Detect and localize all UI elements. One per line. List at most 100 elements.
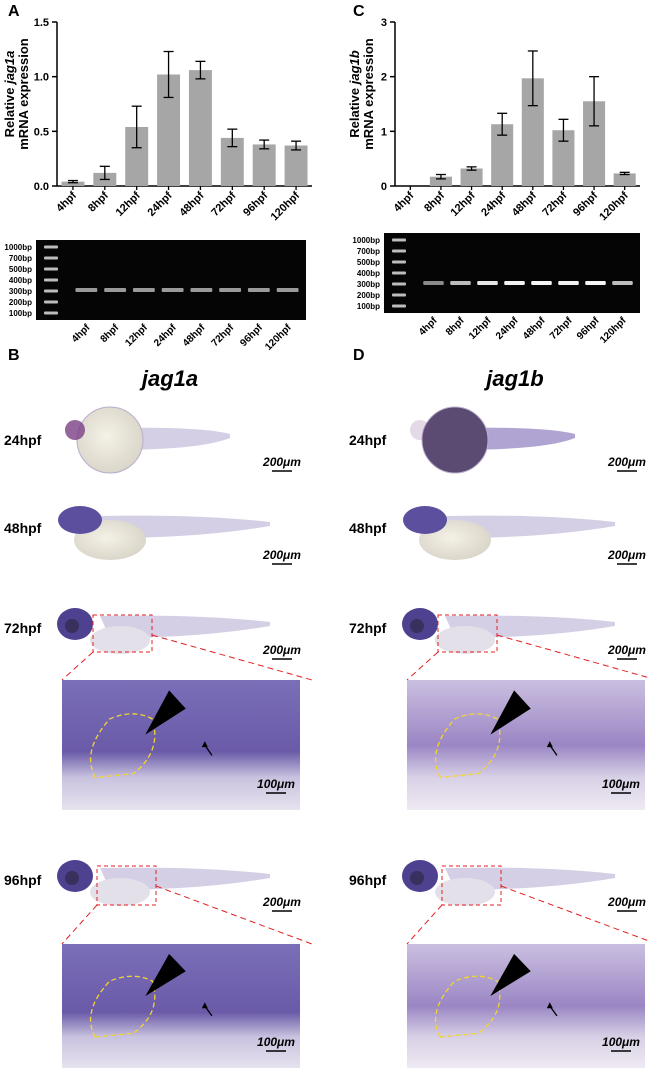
stage-label: 72hpf (349, 620, 387, 636)
embryo-image (402, 608, 615, 654)
x-tick-label: 4hpf (54, 189, 79, 214)
scale-bar-label: 200μm (262, 895, 301, 909)
y-axis-label-prefix: Relative (347, 88, 362, 138)
ladder-label: 100bp (9, 309, 32, 318)
gel-band (132, 288, 155, 292)
ladder-band (44, 300, 58, 304)
x-tick-label: 72hpf (209, 189, 238, 218)
gel-band (585, 281, 606, 285)
scale-bar-label: 100μm (257, 1035, 295, 1049)
arrow-tip (201, 741, 208, 748)
y-axis-label: Relative jag1a (2, 51, 17, 138)
lane-label: 48hpf (521, 315, 548, 342)
arrowhead (490, 690, 531, 735)
lane-label: 12hpf (467, 315, 494, 342)
x-tick-label: 72hpf (540, 189, 569, 218)
embryo-yolk (435, 878, 495, 906)
inset-guide (406, 651, 439, 681)
gel-band (558, 281, 579, 285)
arrow-tip (546, 741, 553, 748)
gel (36, 240, 306, 320)
gel-band (219, 288, 242, 292)
ladder-label: 700bp (357, 247, 380, 256)
lane-label: 24hpf (152, 322, 179, 349)
ladder-label: 200bp (357, 291, 380, 300)
scale-bar-label: 200μm (262, 455, 301, 469)
embryo-eye (410, 619, 424, 633)
inset-guide (406, 904, 443, 945)
ladder-band (392, 238, 406, 242)
embryo-head (410, 420, 430, 440)
gel-band (450, 281, 471, 285)
ladder-band (44, 311, 58, 315)
inset-box (96, 865, 157, 906)
arrowhead (145, 690, 186, 735)
inset-guide (155, 885, 313, 945)
bar (220, 137, 244, 186)
scale-bar-label: 200μm (607, 895, 646, 909)
panel-label: D (353, 347, 365, 364)
embryo-yolk (435, 626, 495, 654)
x-tick-label: 24hpf (479, 189, 508, 218)
lane-label: 24hpf (494, 315, 521, 342)
bar (552, 130, 575, 186)
lane-label: 48hpf (181, 322, 208, 349)
zoom-image (407, 680, 645, 810)
bar (157, 74, 181, 186)
scale-bar-label: 200μm (262, 643, 301, 657)
scale-bar-label: 100μm (602, 1035, 640, 1049)
embryo-image (410, 406, 575, 474)
embryo-image (57, 860, 270, 906)
gel-band (75, 288, 98, 292)
y-tick-label: 0 (381, 181, 387, 193)
ladder-label: 200bp (9, 298, 32, 307)
bar (125, 126, 149, 186)
embryo-image (57, 608, 270, 654)
ladder-label: 300bp (357, 280, 380, 289)
ladder-band (392, 260, 406, 264)
stage-label: 48hpf (349, 520, 387, 536)
scale-bar-label: 200μm (262, 548, 301, 562)
gene-name: jag1a (2, 51, 17, 86)
gel-band (612, 281, 633, 285)
y-axis-label: mRNA expression (16, 38, 31, 150)
ladder-band (392, 304, 406, 308)
zoom-image (62, 680, 300, 810)
embryo-head (65, 420, 85, 440)
ladder-label: 700bp (9, 254, 32, 263)
embryo-yolk (90, 878, 150, 906)
arrow-tip (201, 1002, 208, 1009)
ladder-label: 500bp (357, 258, 380, 267)
inset-box (437, 614, 498, 653)
inset-box (92, 614, 153, 653)
panel-label: C (353, 3, 365, 20)
bar (583, 101, 606, 186)
ladder-label: 1000bp (4, 243, 32, 252)
y-tick-label: 3 (381, 17, 387, 29)
embryo-eye (65, 619, 79, 633)
x-tick-label: 8hpf (422, 189, 447, 214)
inset-guide (61, 904, 98, 945)
lane-label: 4hpf (70, 322, 93, 345)
y-tick-label: 0.5 (34, 126, 49, 138)
stage-label: 72hpf (4, 620, 42, 636)
gel-band (104, 288, 127, 292)
gel-band (247, 288, 270, 292)
embryo-head (403, 506, 447, 534)
x-tick-label: 120hpf (269, 189, 303, 223)
stage-label: 96hpf (349, 872, 387, 888)
gel (384, 233, 640, 313)
bar (61, 181, 85, 186)
panel-title: jag1a (139, 366, 198, 391)
scale-bar-label: 100μm (257, 777, 295, 791)
lane-label: 12hpf (123, 322, 150, 349)
ladder-label: 400bp (9, 276, 32, 285)
lane-label: 72hpf (548, 315, 575, 342)
zoom-image (62, 944, 300, 1068)
x-tick-label: 120hpf (597, 189, 631, 223)
ladder-band (44, 256, 58, 260)
y-tick-label: 1 (381, 126, 387, 138)
gel-band (161, 288, 184, 292)
lane-label: 96hpf (238, 322, 265, 349)
